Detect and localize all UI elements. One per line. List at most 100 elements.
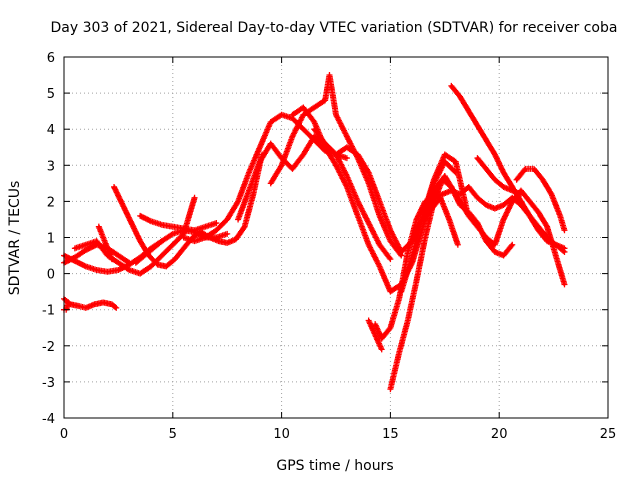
data-point — [128, 268, 131, 272]
data-point — [117, 261, 120, 264]
data-point — [117, 254, 120, 257]
x-tick-label: 10 — [273, 427, 290, 442]
data-point — [356, 200, 359, 203]
data-point — [258, 160, 262, 163]
data-point — [101, 236, 105, 239]
data-point — [243, 225, 246, 228]
data-point — [389, 326, 392, 329]
data-point — [432, 178, 436, 181]
data-point — [415, 218, 418, 221]
data-point — [93, 303, 96, 306]
data-point — [226, 241, 229, 245]
series-arc1 — [61, 295, 120, 311]
data-point — [204, 225, 207, 228]
data-point — [149, 220, 153, 223]
data-point — [78, 304, 81, 308]
data-point — [511, 185, 514, 189]
data-point — [149, 265, 153, 268]
data-point — [226, 232, 229, 236]
y-tick-label: 6 — [47, 51, 55, 66]
y-axis-label: SDTVAR / TECUs — [7, 181, 23, 296]
data-point — [441, 192, 444, 196]
data-point — [269, 142, 272, 145]
data-point — [291, 135, 294, 138]
series-markers — [137, 212, 220, 234]
data-point — [397, 351, 401, 355]
data-point — [563, 229, 566, 232]
data-point — [439, 196, 442, 199]
data-point — [421, 218, 425, 221]
data-point — [345, 135, 349, 138]
data-point — [502, 203, 505, 207]
data-point — [138, 214, 142, 218]
data-point — [269, 120, 272, 124]
data-point — [484, 203, 488, 207]
data-point — [84, 243, 87, 246]
data-point — [73, 256, 77, 259]
data-point — [367, 319, 370, 322]
data-point — [424, 236, 427, 239]
y-tick-label: -2 — [42, 340, 55, 355]
data-point — [95, 239, 98, 243]
data-point — [378, 243, 381, 246]
data-point — [389, 229, 392, 232]
data-point — [550, 192, 553, 196]
data-point — [323, 99, 327, 102]
x-tick-label: 5 — [169, 427, 177, 442]
data-point — [345, 174, 349, 178]
data-point — [334, 153, 338, 156]
data-point — [204, 236, 207, 239]
data-point — [112, 185, 116, 189]
data-point — [313, 106, 316, 109]
data-point — [215, 229, 218, 232]
y-tick-label: 0 — [47, 268, 55, 283]
data-point — [554, 254, 557, 257]
data-point — [558, 214, 562, 218]
series-arc20 — [365, 317, 385, 353]
series-arc18 — [513, 165, 568, 234]
data-point — [378, 200, 381, 203]
data-point — [345, 156, 349, 160]
data-point — [182, 236, 185, 239]
data-point — [182, 247, 185, 250]
data-point — [563, 247, 566, 250]
data-point — [467, 185, 470, 189]
series-arc17 — [474, 155, 524, 198]
chart-title: Day 303 of 2021, Sidereal Day-to-day VTE… — [51, 20, 618, 36]
data-point — [117, 268, 120, 272]
data-point — [345, 146, 349, 149]
data-point — [373, 333, 377, 337]
data-point — [400, 250, 403, 254]
data-point — [345, 185, 349, 189]
data-point — [156, 263, 159, 266]
data-point — [524, 167, 527, 171]
data-point — [313, 128, 316, 131]
data-point — [128, 261, 131, 264]
data-point — [217, 239, 220, 243]
series-arc12 — [372, 183, 568, 342]
y-tick-label: 2 — [47, 195, 55, 210]
data-point — [545, 225, 549, 228]
y-tick-label: 3 — [47, 159, 55, 174]
data-point — [106, 270, 109, 273]
data-point — [400, 290, 403, 293]
data-point — [389, 290, 392, 293]
data-point — [458, 200, 462, 203]
data-point — [193, 196, 196, 199]
y-tick-label: 5 — [47, 87, 55, 102]
data-point — [236, 200, 240, 203]
series-arc7 — [180, 111, 350, 245]
data-point — [528, 214, 531, 218]
data-point — [528, 200, 531, 203]
data-point — [467, 109, 470, 113]
data-point — [367, 171, 370, 174]
data-point — [152, 247, 155, 250]
data-point — [280, 113, 283, 116]
data-point — [193, 229, 196, 232]
data-point — [313, 135, 316, 138]
data-point — [545, 239, 549, 243]
data-point — [541, 178, 544, 181]
series-arc14 — [398, 151, 470, 295]
data-point — [484, 236, 488, 239]
data-point — [160, 223, 164, 227]
